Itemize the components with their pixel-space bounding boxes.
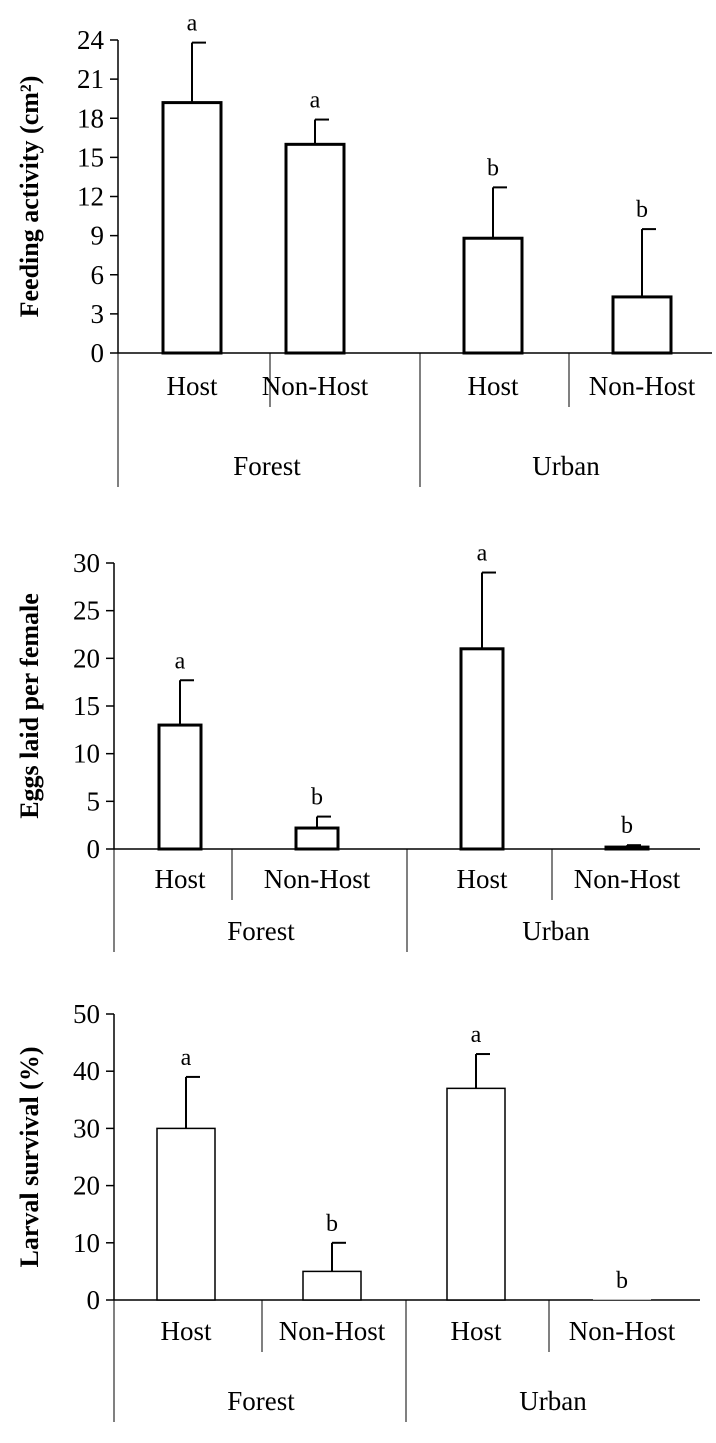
chart3-category-label: Non-Host xyxy=(279,1316,386,1346)
chart1-y-tick-label: 21 xyxy=(77,64,104,94)
chart2-y-tick-label: 10 xyxy=(73,739,100,769)
chart1-bar xyxy=(462,236,524,355)
chart1-bar xyxy=(161,101,223,355)
chart3-category-label: Non-Host xyxy=(569,1316,676,1346)
chart1-y-tick-label: 3 xyxy=(91,299,105,329)
chart3-group-label: Forest xyxy=(227,1386,295,1416)
chart2-group-label: Forest xyxy=(227,916,295,946)
chart1-y-tick-label: 15 xyxy=(77,142,104,172)
chart3-bar xyxy=(446,1087,506,1301)
chart3-significance-label: b xyxy=(616,1268,628,1294)
chart1-category-label: Host xyxy=(467,371,519,401)
chart3-group-label: Urban xyxy=(519,1386,587,1416)
chart3-y-tick-label: 40 xyxy=(73,1056,100,1086)
chart1-significance-label: a xyxy=(187,11,198,37)
chart1-category-label: Host xyxy=(166,371,218,401)
chart1-group-label: Urban xyxy=(532,451,600,481)
chart2-y-tick-label: 20 xyxy=(73,643,100,673)
chart1-significance-label: b xyxy=(487,155,499,181)
chart1-y-tick-label: 0 xyxy=(91,338,105,368)
chart2-bar xyxy=(459,647,505,851)
chart1-bar xyxy=(284,142,346,355)
chart3-significance-label: a xyxy=(181,1045,192,1071)
chart3-bar xyxy=(156,1127,216,1301)
chart3-y-tick-label: 20 xyxy=(73,1171,100,1201)
chart3-significance-label: a xyxy=(471,1022,482,1048)
chart1-bar xyxy=(611,295,673,355)
chart1-significance-label: b xyxy=(636,197,648,223)
chart1-y-tick-label: 12 xyxy=(77,182,104,212)
chart2-group-label: Urban xyxy=(522,916,590,946)
chart2-significance-label: b xyxy=(311,785,323,811)
chart2-significance-label: a xyxy=(477,541,488,567)
chart3-y-axis-title: Larval survival (%) xyxy=(15,1047,44,1268)
chart3-y-tick-label: 0 xyxy=(87,1285,101,1315)
chart1-y-tick-label: 6 xyxy=(91,260,105,290)
chart2-y-tick-label: 30 xyxy=(73,548,100,578)
chart1-y-axis-title: Feeding activity (cm²) xyxy=(15,76,44,318)
chart3-category-label: Host xyxy=(160,1316,212,1346)
chart2-category-label: Non-Host xyxy=(264,864,371,894)
chart3-bar xyxy=(593,1299,651,1300)
chart1-y-tick-label: 24 xyxy=(77,25,105,55)
chart1-y-tick-label: 18 xyxy=(77,103,104,133)
chart3-y-tick-label: 10 xyxy=(73,1228,100,1258)
chart2-y-tick-label: 5 xyxy=(87,786,101,816)
chart2-category-label: Host xyxy=(154,864,206,894)
chart1-category-label: Non-Host xyxy=(589,371,696,401)
chart1-significance-label: a xyxy=(310,88,321,114)
chart3-bar xyxy=(302,1270,362,1301)
chart2-bar xyxy=(294,826,340,851)
chart2-significance-label: a xyxy=(175,648,186,674)
chart2-y-tick-label: 15 xyxy=(73,691,100,721)
chart1-group-label: Forest xyxy=(233,451,301,481)
chart2-y-axis-title: Eggs laid per female xyxy=(15,593,44,819)
chart3-y-tick-label: 30 xyxy=(73,1113,100,1143)
chart3-significance-label: b xyxy=(326,1211,338,1237)
chart1-y-tick-label: 9 xyxy=(91,221,105,251)
chart2-y-tick-label: 0 xyxy=(87,834,101,864)
chart3-y-tick-label: 50 xyxy=(73,999,100,1029)
chart2-bar xyxy=(604,845,650,851)
chart3-category-label: Host xyxy=(450,1316,502,1346)
chart1-category-label: Non-Host xyxy=(262,371,369,401)
chart2-significance-label: b xyxy=(621,813,633,839)
chart2-category-label: Non-Host xyxy=(574,864,681,894)
chart2-bar xyxy=(157,723,203,851)
chart2-category-label: Host xyxy=(456,864,508,894)
chart2-y-tick-label: 25 xyxy=(73,596,100,626)
